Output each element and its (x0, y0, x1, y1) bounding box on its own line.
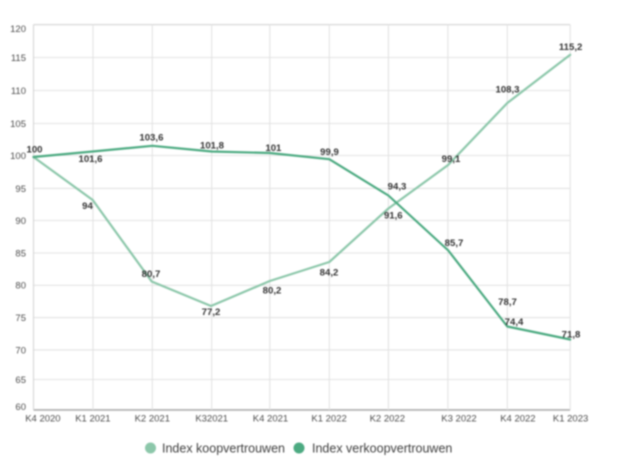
svg-text:103,6: 103,6 (139, 132, 163, 143)
svg-text:99,1: 99,1 (442, 154, 461, 165)
svg-text:K4 2022: K4 2022 (500, 414, 535, 425)
svg-text:K4 2021: K4 2021 (253, 414, 288, 425)
svg-text:K1 2022: K1 2022 (311, 414, 346, 425)
svg-text:100: 100 (10, 151, 26, 162)
svg-text:94,3: 94,3 (388, 181, 407, 192)
svg-text:74,4: 74,4 (505, 317, 524, 328)
svg-text:99,9: 99,9 (320, 147, 339, 158)
svg-text:120: 120 (10, 24, 26, 35)
svg-text:84,2: 84,2 (320, 267, 339, 278)
svg-text:94: 94 (82, 201, 93, 212)
svg-text:115: 115 (11, 53, 26, 64)
svg-text:108,3: 108,3 (495, 84, 519, 95)
svg-text:105: 105 (10, 119, 26, 130)
svg-text:80,7: 80,7 (142, 269, 161, 280)
svg-text:101,8: 101,8 (200, 140, 225, 151)
svg-text:70: 70 (15, 345, 26, 356)
svg-text:90: 90 (15, 216, 26, 227)
svg-text:K4 2020: K4 2020 (25, 414, 60, 425)
svg-text:85: 85 (15, 248, 26, 259)
svg-text:Index verkoopvertrouwen: Index verkoopvertrouwen (312, 441, 452, 455)
svg-text:65: 65 (15, 375, 26, 386)
svg-text:K3 2022: K3 2022 (441, 414, 476, 425)
svg-text:115,2: 115,2 (559, 42, 582, 53)
svg-text:110: 110 (11, 86, 26, 97)
svg-text:K1 2023: K1 2023 (553, 414, 588, 425)
svg-text:Index koopvertrouwen: Index koopvertrouwen (162, 441, 285, 455)
svg-text:75: 75 (15, 313, 26, 324)
svg-text:71,8: 71,8 (562, 329, 581, 340)
svg-text:80: 80 (15, 281, 26, 292)
svg-text:101: 101 (265, 143, 282, 154)
svg-text:60: 60 (15, 402, 26, 413)
svg-text:K2 2021: K2 2021 (135, 414, 170, 425)
svg-text:78,7: 78,7 (498, 297, 517, 308)
svg-text:80,2: 80,2 (263, 285, 282, 296)
svg-text:77,2: 77,2 (202, 307, 221, 318)
svg-text:100: 100 (26, 145, 42, 156)
svg-text:K1 2021: K1 2021 (75, 414, 110, 425)
svg-text:K32021: K32021 (195, 414, 228, 425)
svg-text:K2 2022: K2 2022 (370, 414, 405, 425)
svg-text:91,6: 91,6 (384, 211, 403, 222)
svg-text:95: 95 (15, 184, 26, 195)
svg-text:101,6: 101,6 (78, 154, 102, 165)
svg-text:85,7: 85,7 (445, 238, 464, 249)
